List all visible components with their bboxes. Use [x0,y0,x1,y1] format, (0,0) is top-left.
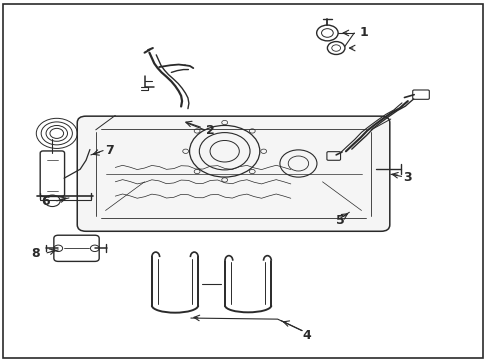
Text: 4: 4 [302,329,310,342]
FancyBboxPatch shape [77,116,389,231]
Text: 2: 2 [206,124,215,137]
Text: 6: 6 [41,195,49,208]
Text: 3: 3 [403,171,411,184]
Text: 7: 7 [105,144,114,157]
Text: 8: 8 [31,247,40,260]
Text: 1: 1 [358,26,367,39]
Text: 5: 5 [335,214,344,227]
